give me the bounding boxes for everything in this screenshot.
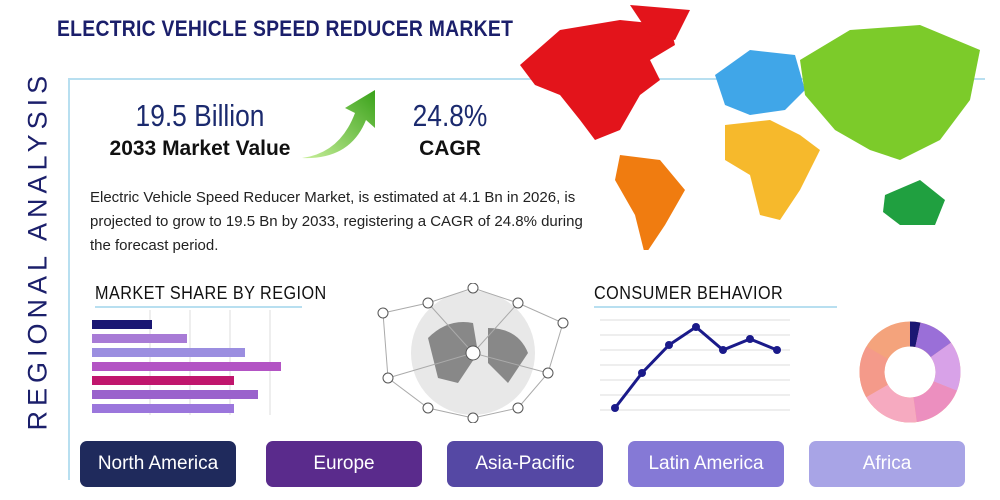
world-map (520, 5, 980, 250)
market-value-label: 2033 Market Value (109, 137, 291, 160)
market-value: 19.5 Billion (135, 98, 265, 133)
region-button[interactable]: Europe (266, 441, 422, 487)
region-button[interactable]: Asia-Pacific (447, 441, 603, 487)
region-button[interactable]: Latin America (628, 441, 784, 487)
south-america (615, 155, 685, 250)
greenland (630, 5, 690, 40)
region-button[interactable]: Africa (809, 441, 965, 487)
donut (859, 321, 961, 423)
section-title: MARKET SHARE BY REGION (95, 283, 326, 308)
australia (883, 180, 945, 225)
africa (725, 120, 820, 220)
north-america (520, 20, 675, 140)
frame (68, 78, 985, 480)
cagr-value: 24.8% (412, 98, 488, 133)
share-bars (92, 310, 281, 415)
section-title: CONSUMER BEHAVIOR (594, 283, 837, 308)
growth-arrow (302, 90, 375, 159)
cagr-label: CAGR (419, 137, 481, 160)
title: ELECTRIC VEHICLE SPEED REDUCER MARKET (57, 16, 514, 41)
behavior-line (600, 319, 790, 412)
region-button[interactable]: North America (80, 441, 236, 487)
asia (800, 25, 980, 160)
side-label: REGIONAL ANALYSIS (22, 70, 53, 431)
description: Electric Vehicle Speed Reducer Market, i… (90, 189, 583, 254)
globe-network (377, 283, 569, 423)
europe (715, 50, 805, 115)
